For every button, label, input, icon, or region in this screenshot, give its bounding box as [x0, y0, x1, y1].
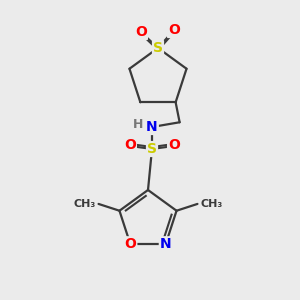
- Text: O: O: [168, 138, 180, 152]
- Text: CH₃: CH₃: [200, 199, 223, 209]
- Text: N: N: [160, 237, 171, 251]
- Text: N: N: [146, 120, 158, 134]
- Text: H: H: [133, 118, 143, 130]
- Text: O: O: [124, 237, 136, 251]
- Text: S: S: [147, 142, 157, 156]
- Text: O: O: [124, 138, 136, 152]
- Text: S: S: [153, 41, 163, 55]
- Text: O: O: [168, 23, 180, 37]
- Text: CH₃: CH₃: [73, 199, 95, 209]
- Text: O: O: [135, 25, 147, 39]
